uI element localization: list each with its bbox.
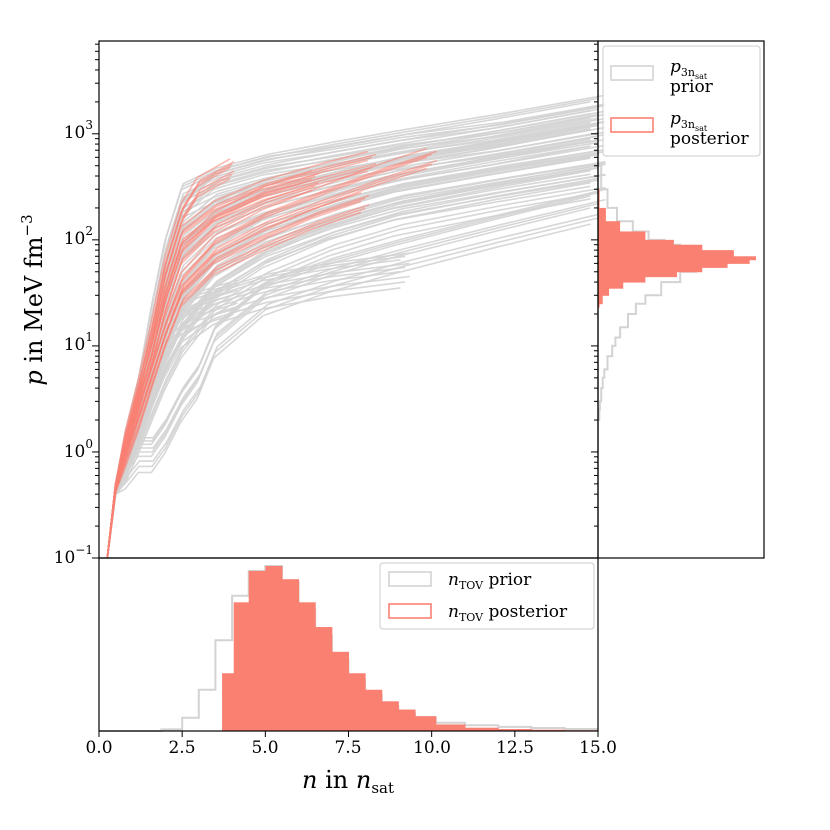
legend-ntov-posterior-swatch <box>388 603 432 619</box>
main-curves <box>106 94 606 559</box>
prior-curve <box>106 287 401 559</box>
posterior-curve <box>106 194 370 559</box>
legend-prior-label: prior <box>670 77 714 97</box>
posterior-hist-bar <box>331 651 349 731</box>
posterior-hist-bar <box>365 689 383 731</box>
bottom-x-ticks <box>98 731 599 737</box>
xtick-label-12.5: 12.5 <box>496 738 534 758</box>
n-tov-histogram <box>99 565 599 732</box>
ytick-label-1000: 103 <box>64 118 93 143</box>
posterior-hist-bar <box>598 288 610 296</box>
posterior-hist-bar <box>298 602 316 731</box>
side-axes-frame <box>597 40 765 559</box>
posterior-hist-bar <box>398 709 416 731</box>
xtick-label-0: 0.0 <box>85 738 112 758</box>
posterior-hist-bar <box>531 729 566 731</box>
posterior-hist-bar <box>222 673 235 731</box>
posterior-curve <box>106 204 370 559</box>
prior-curve <box>106 185 591 559</box>
posterior-hist-bar <box>598 271 677 278</box>
legend-ntov-prior-swatch <box>388 571 432 587</box>
posterior-hist-bar <box>348 673 366 731</box>
posterior-hist-bar <box>598 303 600 308</box>
legend-ntov-box <box>379 562 595 630</box>
y-axis-label: p in MeV fm−3 <box>18 214 48 385</box>
legend-posterior-label: posterior <box>670 129 750 149</box>
posterior-hist-bar <box>598 189 600 209</box>
legend-ntov-prior-text: nTOV prior <box>448 570 532 592</box>
posterior-hist-bar <box>265 566 283 731</box>
xtick-label-15: 15.0 <box>579 738 617 758</box>
ytick-label-1: 100 <box>64 437 93 462</box>
legend-ntov: nTOV prior nTOV posterior <box>379 562 595 630</box>
posterior-hist-bar <box>498 729 532 731</box>
x-tick-labels: 0.0 2.5 5.0 7.5 10.0 12.5 15.0 <box>85 738 616 758</box>
legend-posterior-swatch <box>610 117 654 133</box>
ytick-label-100: 102 <box>64 224 93 249</box>
prior-hist-step <box>597 164 710 422</box>
side-y-ticks <box>591 43 598 559</box>
y-tick-labels: 103 102 101 100 10−1 <box>54 118 93 568</box>
posterior-curve <box>106 182 319 559</box>
posterior-curve <box>106 158 231 559</box>
legend-posterior-symbol: p3nsat <box>670 109 708 133</box>
posterior-hist-bar <box>598 276 646 283</box>
legend-prior-swatch <box>610 65 654 81</box>
posterior-hist-bar <box>415 716 437 731</box>
posterior-hist-bar <box>598 244 703 251</box>
legend-prior-symbol: p3nsat <box>670 57 708 81</box>
xtick-label-5: 5.0 <box>251 738 278 758</box>
posterior-hist-bar <box>435 724 466 731</box>
posterior-hist-bar <box>598 207 606 222</box>
posterior-hist-bar <box>248 570 266 731</box>
legend-ntov-posterior-text: nTOV posterior <box>448 602 568 624</box>
prior-curve <box>106 217 599 559</box>
posterior-hist-bar <box>598 231 646 241</box>
posterior-hist-bar <box>381 701 399 731</box>
posterior-hist-bar <box>233 602 250 731</box>
xtick-label-7.5: 7.5 <box>334 738 361 758</box>
posterior-hist-bar <box>598 256 756 261</box>
xtick-label-2.5: 2.5 <box>168 738 195 758</box>
prior-curve <box>106 223 591 559</box>
xtick-label-10: 10.0 <box>413 738 451 758</box>
main-y-ticks <box>92 43 99 559</box>
posterior-hist-bar <box>598 239 674 246</box>
p-3nsat-histogram <box>597 164 756 422</box>
ytick-label-0.1: 10−1 <box>54 543 93 568</box>
prior-curve <box>106 174 606 559</box>
posterior-hist-bar <box>598 263 728 268</box>
x-axis-label: n in nsat <box>302 766 394 797</box>
posterior-hist-bar <box>598 259 750 264</box>
posterior-hist-bar <box>598 282 624 289</box>
prior-curve <box>106 179 599 559</box>
posterior-hist-bar <box>598 295 603 305</box>
legend-p3nsat: p3nsat prior p3nsat posterior <box>602 45 761 157</box>
posterior-hist-bar <box>315 627 333 731</box>
posterior-hist-bar <box>281 579 300 731</box>
posterior-hist-bar <box>598 267 703 273</box>
posterior-hist-bar <box>464 727 499 731</box>
posterior-hist-bar <box>598 221 621 232</box>
legend-p3nsat-box <box>602 45 761 157</box>
posterior-hist-bar <box>598 250 734 257</box>
ytick-label-10: 101 <box>64 330 93 355</box>
